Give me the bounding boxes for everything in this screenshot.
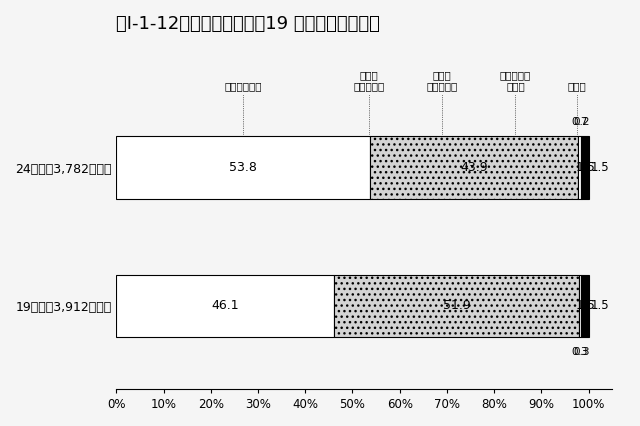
Bar [116, 136, 371, 199]
Text: 1.5: 1.5 [575, 161, 595, 174]
Bar [582, 275, 589, 337]
Text: 1.5: 1.5 [591, 161, 609, 174]
Text: 46.1: 46.1 [211, 299, 239, 312]
Bar [116, 275, 334, 337]
Bar [580, 275, 582, 337]
Text: 両方働いて
いない: 両方働いて いない [500, 70, 531, 92]
Text: 0.3: 0.3 [573, 347, 589, 357]
Text: 無回答: 無回答 [568, 81, 586, 92]
Text: 53.8: 53.8 [230, 161, 257, 174]
Bar [581, 136, 582, 199]
Text: 父のみ
働いている: 父のみ 働いている [353, 70, 385, 92]
Text: 51.9: 51.9 [443, 299, 470, 312]
Bar [582, 136, 589, 199]
Text: 共働きである: 共働きである [225, 81, 262, 92]
Text: 43.9: 43.9 [460, 161, 488, 174]
Text: 1.5: 1.5 [591, 299, 609, 312]
Text: 1.5: 1.5 [575, 299, 595, 312]
Text: 0.2: 0.2 [573, 117, 589, 127]
Bar [371, 136, 578, 199]
Bar [579, 275, 580, 337]
Bar [334, 275, 579, 337]
Text: 母のみ
働いている: 母のみ 働いている [427, 70, 458, 92]
Bar [578, 136, 581, 199]
Text: 図Ⅰ-1-12　共働きの状況－19 年度調査との比較: 図Ⅰ-1-12 共働きの状況－19 年度調査との比較 [116, 15, 380, 33]
Text: 0.7: 0.7 [571, 117, 588, 127]
Text: 0.3: 0.3 [572, 347, 588, 357]
